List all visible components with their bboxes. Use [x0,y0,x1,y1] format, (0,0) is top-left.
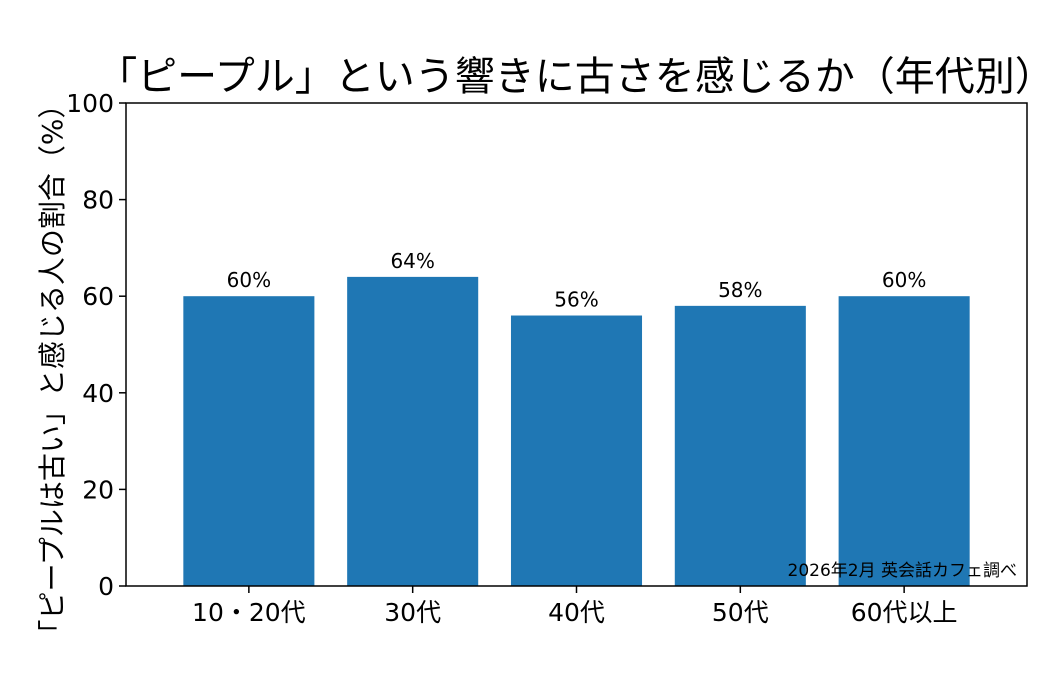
data-label: 56% [554,288,598,312]
x-tick-label: 10・20代 [192,598,306,627]
bar [510,315,643,586]
bar [838,296,970,586]
plot-area: 60% 64% 56% 58% 60% 0 20 40 60 80 100 10・20代 30代 40代 5… [66,89,1028,627]
x-tick-label: 40代 [548,598,605,627]
y-axis-label: 「ピープルは古い」と感じる人の割合（%） [36,91,69,648]
data-label: 64% [390,249,434,273]
y-tick-label: 0 [98,572,114,601]
y-tick-label: 80 [82,186,114,215]
bar [347,276,479,586]
x-tick-label: 60代以上 [851,598,958,627]
x-tick-label: 50代 [712,598,769,627]
y-tick-label: 60 [82,282,114,311]
data-label: 60% [882,268,926,292]
bar [183,296,315,586]
data-label: 58% [718,278,762,302]
x-tick-label: 30代 [384,598,441,627]
bar [674,305,806,586]
source-annotation: 2026年2月 英会話カフェ調べ [788,561,1017,581]
data-label: 60% [227,268,271,292]
y-tick-label: 100 [66,89,114,118]
y-tick-label: 40 [82,379,114,408]
chart-title: 「ピープル」という響きに古さを感じるか（年代別） [97,54,1050,100]
y-tick-label: 20 [82,475,114,504]
